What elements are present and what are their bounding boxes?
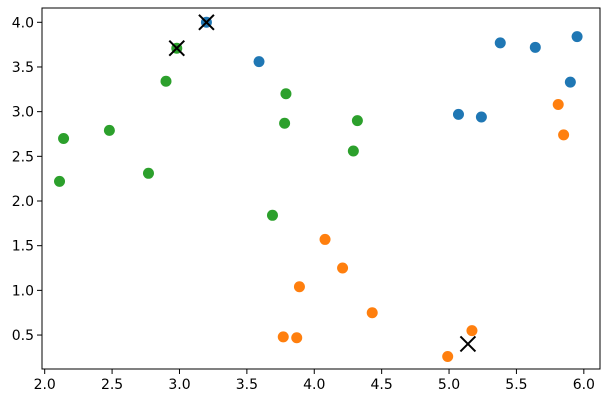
y-tick-label-6: 3.0 [12,105,34,121]
scatter-point-s1-5 [494,37,506,49]
x-tick-label-4: 3.5 [236,377,258,393]
y-tick-label-1: 0.5 [12,328,34,344]
scatter-point-s2-7 [442,350,454,362]
y-tick-label-2: 1.0 [12,283,34,299]
x-tick-label-2: 2.5 [101,377,123,393]
y-tick-label-4: 2.0 [12,194,34,210]
scatter-point-s2-5 [337,262,349,274]
x-axis: 2.0 2.5 3.0 3.5 4.0 4.5 5.0 5.5 6.0 [34,369,595,393]
scatter-point-s1-3 [452,108,464,120]
y-tick-label-8: 4.0 [12,15,34,31]
scatter-point-s3-10 [347,145,359,157]
scatter-point-s1-4 [475,111,487,123]
markers-layer [168,14,477,353]
scatter-point-s3-3 [103,124,115,136]
scatter-point-s3-4 [142,167,154,179]
scatter-point-s3-11 [351,115,363,127]
scatter-point-s3-9 [280,88,292,100]
x-tick-label-8: 5.5 [505,377,527,393]
scatter-point-s3-2 [58,132,70,144]
scatter-point-s2-4 [319,233,331,245]
scatter-point-s1-7 [564,76,576,88]
y-tick-label-5: 2.5 [12,149,34,165]
plot-frame [41,7,601,370]
scatter-point-s2-9 [552,99,564,111]
scatter-point-s2-6 [366,307,378,319]
scatter-point-s1-6 [529,41,541,53]
scatter-point-s1-2 [253,56,265,68]
x-tick-label-7: 5.0 [438,377,460,393]
scatter-point-s2-8 [466,325,478,337]
scatter-point-s1-8 [571,31,583,43]
scatter-point-s2-10 [558,129,570,141]
y-tick-label-3: 1.5 [12,239,34,255]
x-tick-label-6: 4.5 [371,377,393,393]
scatter-point-s2-3 [293,281,305,293]
scatter-point-s3-1 [54,175,66,187]
x-marker-1 [198,14,215,31]
points-layer [54,16,583,362]
x-marker-3 [459,335,477,353]
x-tick-label-3: 3.0 [168,377,190,393]
scatter-point-s3-8 [279,117,291,129]
x-tick-label-5: 4.0 [303,377,325,393]
x-tick-label-9: 6.0 [573,377,595,393]
scatter-point-s2-2 [291,332,303,344]
scatter-point-s3-5 [160,75,172,87]
x-tick-label-1: 2.0 [34,377,56,393]
scatter-point-s3-7 [266,209,278,221]
scatter-point-s2-1 [277,331,289,343]
x-marker-2 [168,40,185,57]
y-tick-label-7: 3.5 [12,60,34,76]
y-axis: 0.5 1.0 1.5 2.0 2.5 3.0 3.5 4.0 [12,15,42,344]
